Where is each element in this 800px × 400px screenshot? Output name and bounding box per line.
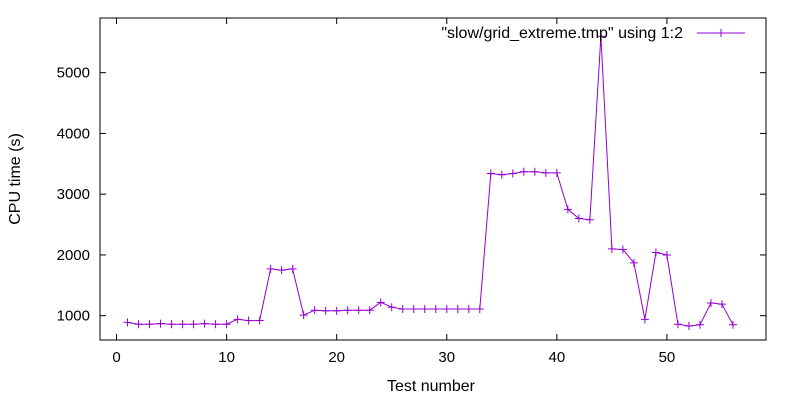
data-point: [431, 305, 440, 314]
data-point: [266, 264, 275, 273]
data-point: [332, 306, 341, 315]
data-point: [585, 215, 594, 224]
data-point: [409, 305, 418, 314]
data-point: [420, 305, 429, 314]
data-point: [717, 300, 726, 309]
data-point: [200, 319, 209, 328]
x-tick-label: 50: [659, 349, 676, 366]
data-point: [299, 311, 308, 320]
data-point: [563, 205, 572, 214]
data-point: [508, 169, 517, 178]
data-point: [354, 306, 363, 315]
data-point: [244, 316, 253, 325]
data-point: [222, 320, 231, 329]
data-point: [167, 320, 176, 329]
data-point: [453, 305, 462, 314]
plot-frame: [99, 17, 767, 341]
data-point: [233, 315, 242, 324]
data-point: [662, 250, 671, 259]
data-point: [145, 320, 154, 329]
data-point: [684, 322, 693, 331]
legend-marker-plus: [717, 29, 725, 37]
data-point: [277, 266, 286, 275]
legend-marker: [717, 29, 725, 37]
series-line: [127, 36, 734, 327]
data-point: [211, 320, 220, 329]
axis-ticks: 0 10 20 30 40 50 1000 2000 3000 4000 5000: [57, 18, 766, 366]
data-point: [376, 298, 385, 307]
y-tick-label: 5000: [57, 65, 90, 82]
data-point: [618, 245, 627, 254]
data-point: [365, 306, 374, 315]
x-tick-label: 10: [218, 349, 235, 366]
data-point: [134, 320, 143, 329]
legend-label: "slow/grid_extreme.tmp" using 1:2: [441, 25, 683, 42]
y-tick-label: 3000: [57, 186, 90, 203]
legend: "slow/grid_extreme.tmp" using 1:2: [441, 25, 745, 42]
data-point: [541, 168, 550, 177]
data-point: [442, 305, 451, 314]
data-point: [255, 316, 264, 325]
data-point: [640, 315, 649, 324]
data-point: [519, 167, 528, 176]
data-point: [178, 320, 187, 329]
data-point: [464, 305, 473, 314]
data-point: [629, 258, 638, 267]
y-tick-label: 4000: [57, 125, 90, 142]
data-point: [321, 306, 330, 315]
data-point: [574, 214, 583, 223]
x-tick-label: 40: [548, 349, 565, 366]
x-axis-label: Test number: [387, 378, 476, 395]
data-point: [552, 168, 561, 177]
x-tick-label: 20: [328, 349, 345, 366]
data-point: [398, 305, 407, 314]
data-point: [673, 320, 682, 329]
data-point: [651, 248, 660, 257]
data-point: [728, 320, 737, 329]
data-point: [343, 306, 352, 315]
data-point: [189, 320, 198, 329]
y-tick-label: 2000: [57, 247, 90, 264]
y-axis-label: CPU time (s): [7, 133, 24, 225]
data-point: [156, 319, 165, 328]
data-point: [486, 169, 495, 178]
x-tick-label: 30: [438, 349, 455, 366]
data-point: [695, 320, 704, 329]
data-point: [288, 264, 297, 273]
data-point: [607, 244, 616, 253]
data-point: [497, 170, 506, 179]
data-point: [530, 167, 539, 176]
x-tick-label: 0: [112, 349, 120, 366]
y-tick-label: 1000: [57, 308, 90, 325]
data-point: [596, 32, 605, 41]
series-layer: [123, 32, 737, 331]
data-point: [475, 305, 484, 314]
data-point: [706, 298, 715, 307]
data-point: [310, 306, 319, 315]
data-point: [123, 318, 132, 327]
data-point: [387, 303, 396, 312]
